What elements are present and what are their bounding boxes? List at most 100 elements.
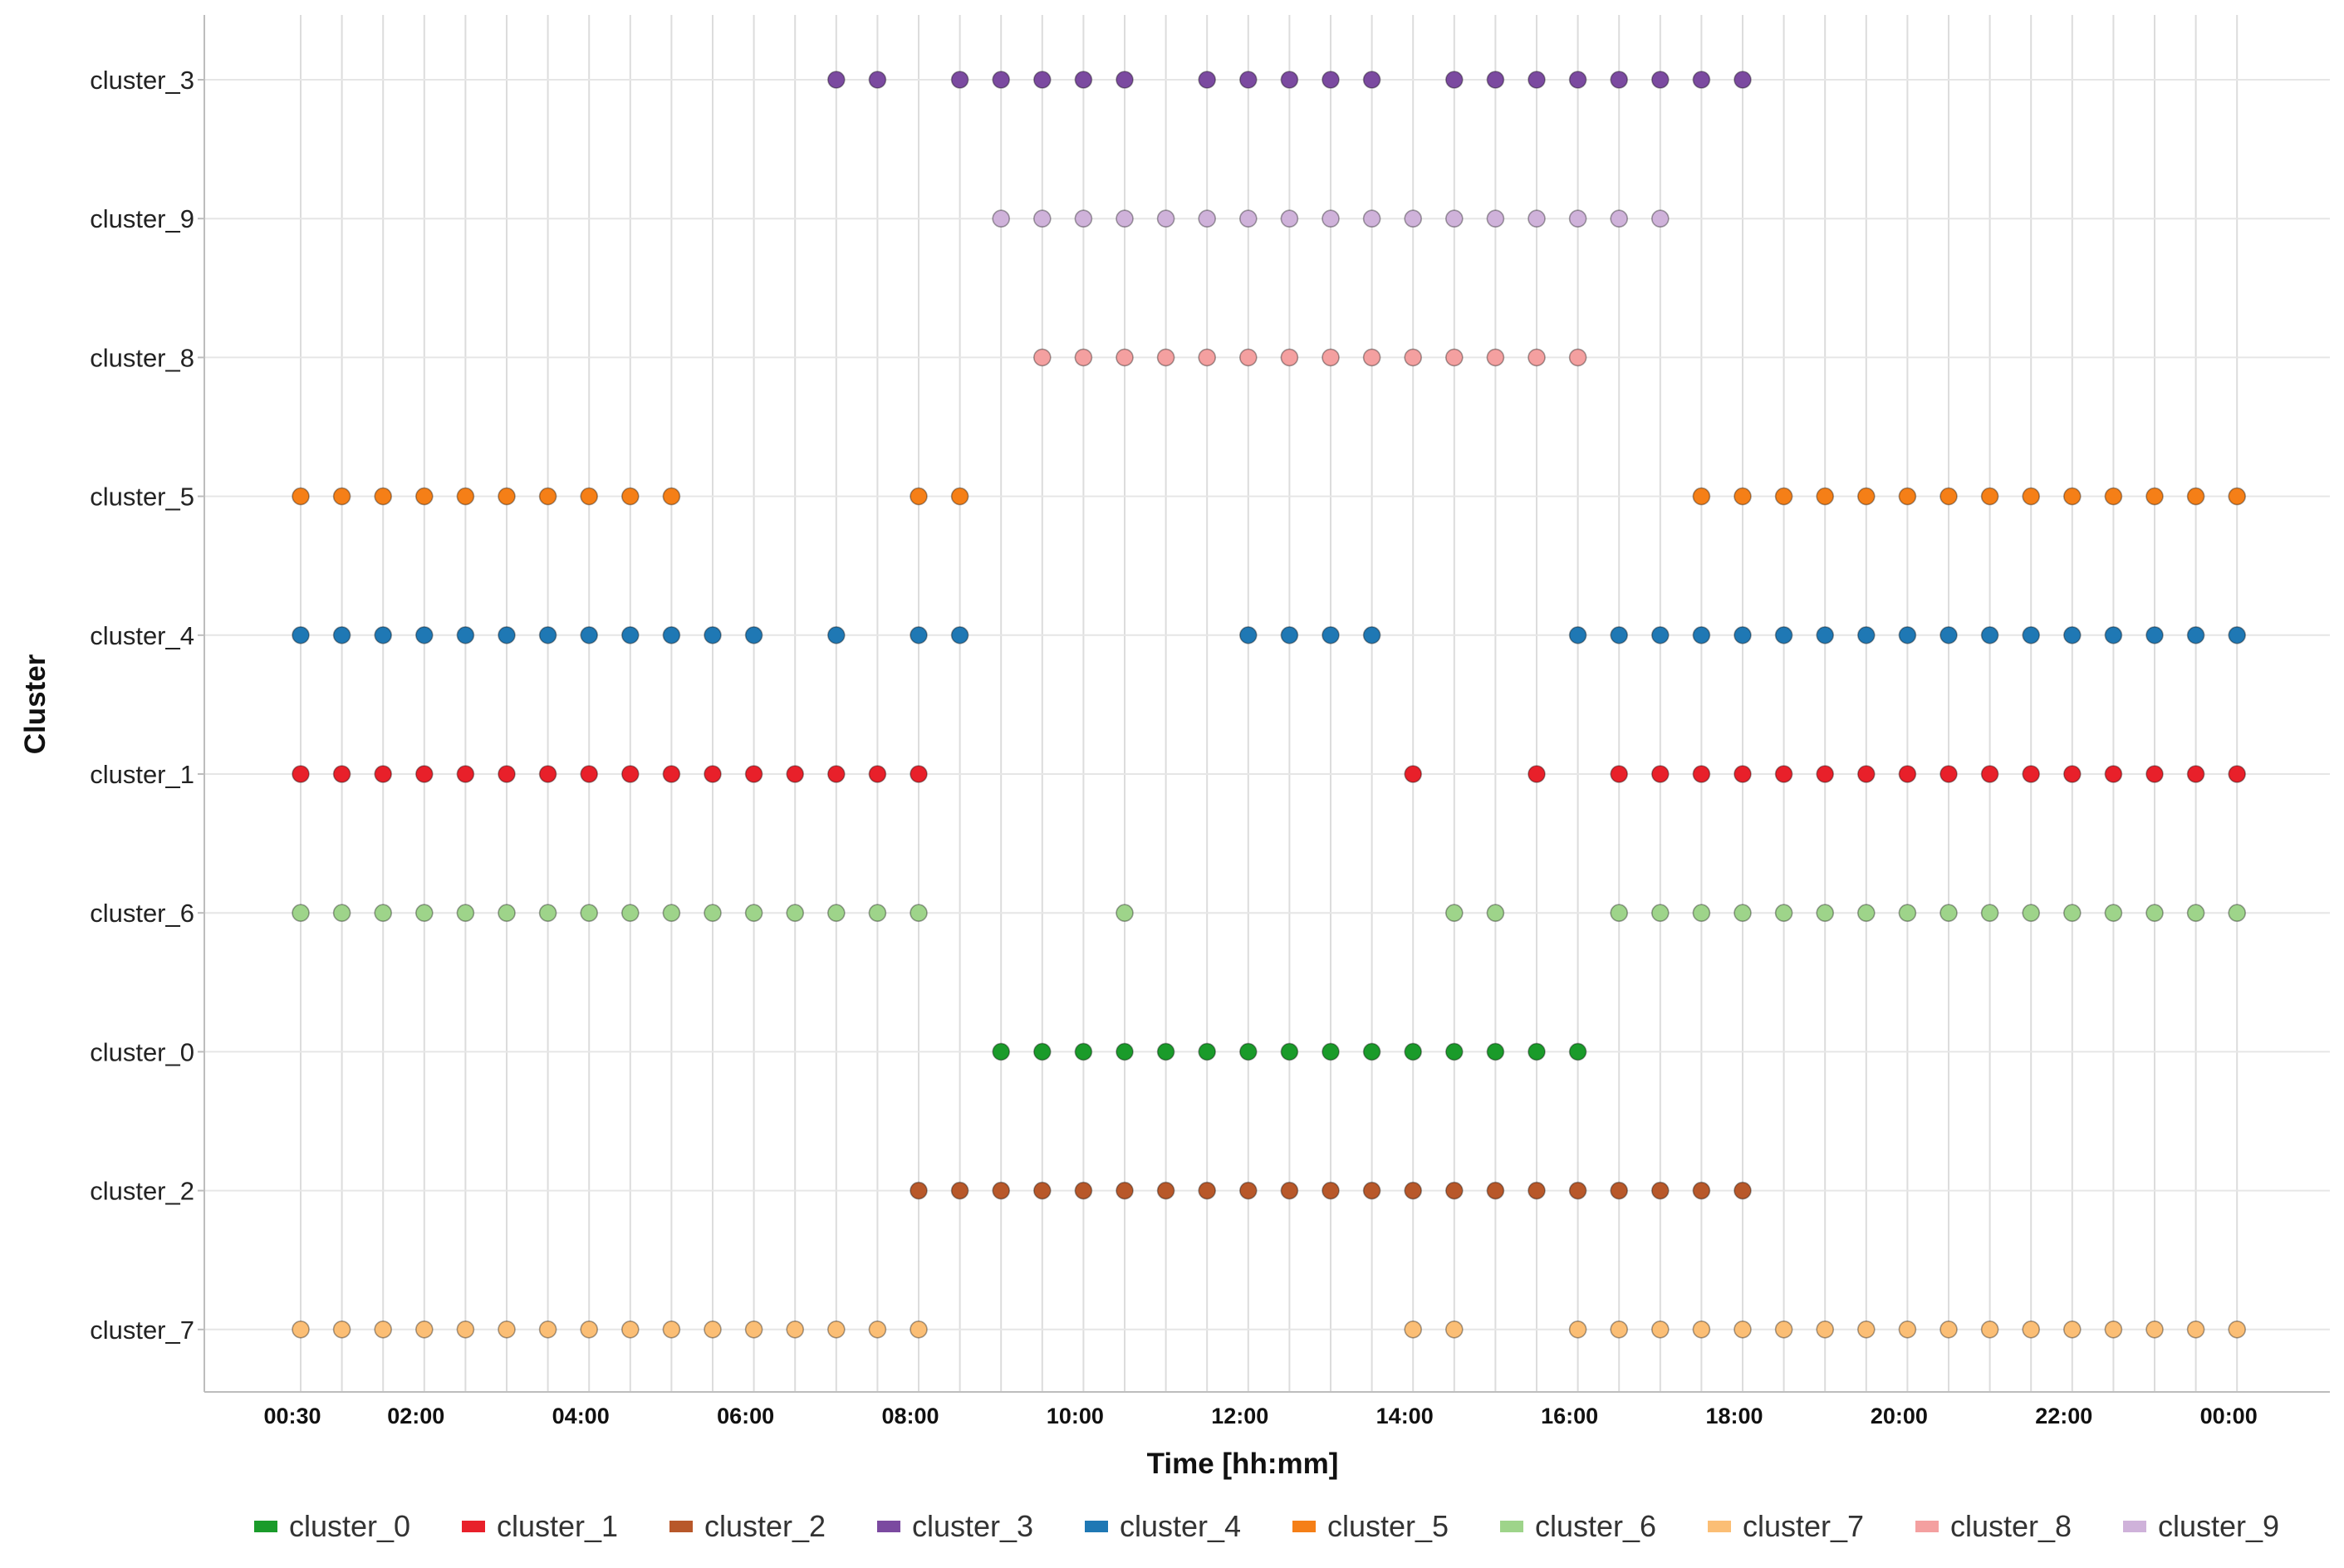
data-point-cluster_1 (456, 765, 475, 783)
data-point-cluster_7 (620, 1321, 640, 1339)
data-point-cluster_4 (1816, 625, 1834, 644)
data-point-cluster_8 (1568, 348, 1587, 367)
data-point-cluster_5 (662, 487, 681, 506)
data-point-cluster_5 (2022, 487, 2040, 506)
data-point-cluster_1 (374, 765, 393, 783)
data-point-cluster_2 (1280, 1181, 1299, 1200)
data-point-cluster_2 (1528, 1181, 1546, 1200)
data-point-cluster_7 (374, 1321, 393, 1339)
data-point-cluster_5 (1898, 487, 1917, 506)
data-point-cluster_2 (1198, 1181, 1216, 1200)
data-point-cluster_0 (1486, 1042, 1505, 1061)
data-point-cluster_6 (1898, 904, 1917, 922)
data-point-cluster_4 (1322, 625, 1340, 644)
data-point-cluster_9 (1280, 209, 1299, 228)
data-point-cluster_3 (826, 71, 846, 89)
data-point-cluster_6 (1733, 904, 1752, 922)
data-point-cluster_5 (292, 487, 310, 506)
data-point-cluster_4 (2228, 625, 2246, 644)
y-tick-label: cluster_5 (90, 483, 194, 512)
data-point-cluster_4 (1651, 625, 1670, 644)
data-point-cluster_2 (1651, 1181, 1670, 1200)
data-point-cluster_0 (992, 1042, 1010, 1061)
data-point-cluster_6 (498, 904, 516, 922)
data-point-cluster_2 (1239, 1181, 1258, 1200)
legend-label: cluster_4 (1120, 1509, 1241, 1543)
data-point-cluster_2 (1033, 1181, 1052, 1200)
data-point-cluster_7 (2186, 1321, 2205, 1339)
data-point-cluster_7 (1610, 1321, 1628, 1339)
data-point-cluster_7 (704, 1321, 722, 1339)
data-point-cluster_6 (2228, 904, 2246, 922)
data-point-cluster_7 (414, 1321, 434, 1339)
data-point-cluster_1 (2063, 765, 2082, 783)
legend-swatch (462, 1521, 485, 1532)
legend-label: cluster_6 (1535, 1509, 1656, 1543)
data-point-cluster_6 (456, 904, 475, 922)
data-point-cluster_3 (1445, 71, 1464, 89)
data-point-cluster_7 (2228, 1321, 2246, 1339)
data-point-cluster_0 (1074, 1042, 1093, 1061)
data-point-cluster_4 (580, 625, 599, 644)
data-point-cluster_8 (1280, 348, 1299, 367)
data-point-cluster_3 (1280, 71, 1299, 89)
data-point-cluster_0 (1445, 1042, 1464, 1061)
data-point-cluster_4 (1568, 625, 1587, 644)
data-point-cluster_6 (1816, 904, 1834, 922)
data-point-cluster_0 (1116, 1042, 1134, 1061)
data-point-cluster_1 (1651, 765, 1670, 783)
y-tick-label: cluster_1 (90, 760, 194, 789)
x-tick-label: 02:00 (387, 1404, 444, 1428)
data-point-cluster_9 (1610, 209, 1628, 228)
data-point-cluster_6 (1692, 904, 1711, 922)
data-point-cluster_3 (1322, 71, 1340, 89)
y-tick-label: cluster_4 (90, 621, 194, 650)
data-point-cluster_2 (1362, 1181, 1381, 1200)
data-point-cluster_7 (498, 1321, 516, 1339)
y-tick-label: cluster_8 (90, 343, 194, 372)
legend-swatch (1500, 1521, 1523, 1532)
data-point-cluster_7 (826, 1321, 846, 1339)
data-point-cluster_1 (826, 765, 846, 783)
data-point-cluster_9 (1651, 209, 1670, 228)
data-point-cluster_1 (1857, 765, 1876, 783)
data-point-cluster_3 (950, 71, 969, 89)
data-point-cluster_9 (1486, 209, 1505, 228)
data-point-cluster_7 (1692, 1321, 1711, 1339)
data-point-cluster_6 (826, 904, 846, 922)
data-point-cluster_5 (1939, 487, 1958, 506)
data-point-cluster_7 (910, 1321, 928, 1339)
data-point-cluster_7 (1651, 1321, 1670, 1339)
data-point-cluster_3 (1239, 71, 1258, 89)
data-point-cluster_1 (2228, 765, 2246, 783)
data-point-cluster_6 (1486, 904, 1505, 922)
data-point-cluster_1 (1610, 765, 1628, 783)
data-point-cluster_0 (1280, 1042, 1299, 1061)
data-point-cluster_7 (2022, 1321, 2040, 1339)
data-point-cluster_5 (1980, 487, 1999, 506)
data-point-cluster_7 (1939, 1321, 1958, 1339)
data-point-cluster_4 (910, 625, 928, 644)
data-point-cluster_5 (950, 487, 969, 506)
data-point-cluster_5 (538, 487, 557, 506)
data-point-cluster_3 (1651, 71, 1670, 89)
data-point-cluster_2 (1733, 1181, 1752, 1200)
data-point-cluster_9 (1198, 209, 1216, 228)
data-point-cluster_7 (1445, 1321, 1464, 1339)
data-point-cluster_2 (950, 1181, 969, 1200)
data-point-cluster_7 (786, 1321, 805, 1339)
legend-swatch (2123, 1521, 2146, 1532)
data-point-cluster_5 (620, 487, 640, 506)
data-point-cluster_5 (580, 487, 599, 506)
data-point-cluster_2 (1610, 1181, 1628, 1200)
data-point-cluster_3 (1610, 71, 1628, 89)
data-point-cluster_6 (538, 904, 557, 922)
data-point-cluster_6 (414, 904, 434, 922)
data-point-cluster_7 (2063, 1321, 2082, 1339)
data-point-cluster_6 (580, 904, 599, 922)
y-tick-labels: cluster_3 cluster_9 cluster_8 cluster_5clus… (90, 66, 204, 1345)
data-point-cluster_4 (1939, 625, 1958, 644)
data-point-cluster_1 (786, 765, 805, 783)
data-point-cluster_7 (744, 1321, 763, 1339)
data-point-cluster_4 (826, 625, 846, 644)
